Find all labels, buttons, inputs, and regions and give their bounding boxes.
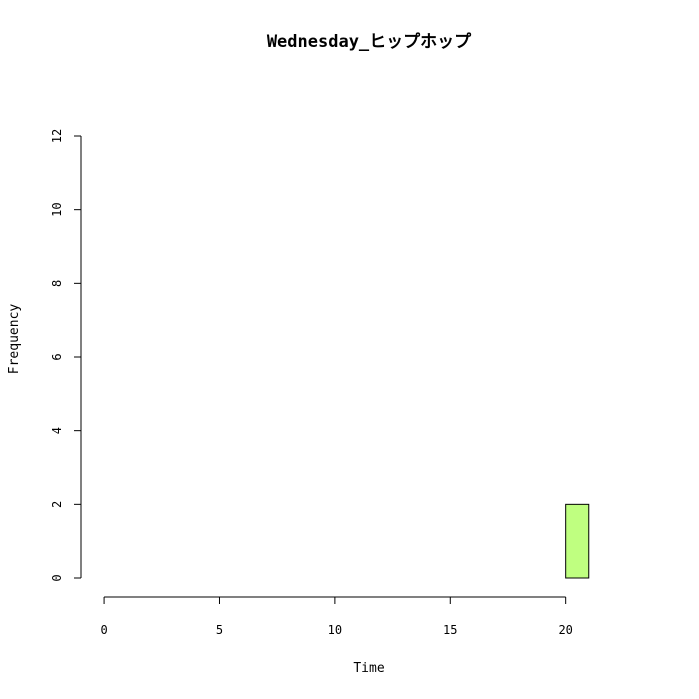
y-tick-label-3: 6 [50,353,64,360]
x-tick-label-2: 10 [328,623,342,637]
bars-group [565,503,590,579]
x-tick-label-3: 15 [443,623,457,637]
x-axis: 0 5 10 15 20 [100,596,573,637]
y-tick-label-5: 10 [50,202,64,216]
y-tick-label-1: 2 [50,501,64,508]
y-tick-label-2: 4 [50,427,64,434]
chart-title: Wednesday_ヒップホップ [267,31,472,52]
x-tick-label-4: 20 [558,623,572,637]
y-axis-label: Frequency [7,304,22,375]
y-tick-label-0: 0 [50,574,64,581]
histogram-bar-20 [565,503,590,579]
x-tick-label-1: 5 [216,623,223,637]
y-axis: 0 2 4 6 8 10 12 [50,129,82,582]
x-tick-label-0: 0 [100,623,107,637]
x-axis-label: Time [353,661,384,676]
y-tick-label-4: 8 [50,280,64,287]
y-tick-label-6: 12 [50,129,64,143]
